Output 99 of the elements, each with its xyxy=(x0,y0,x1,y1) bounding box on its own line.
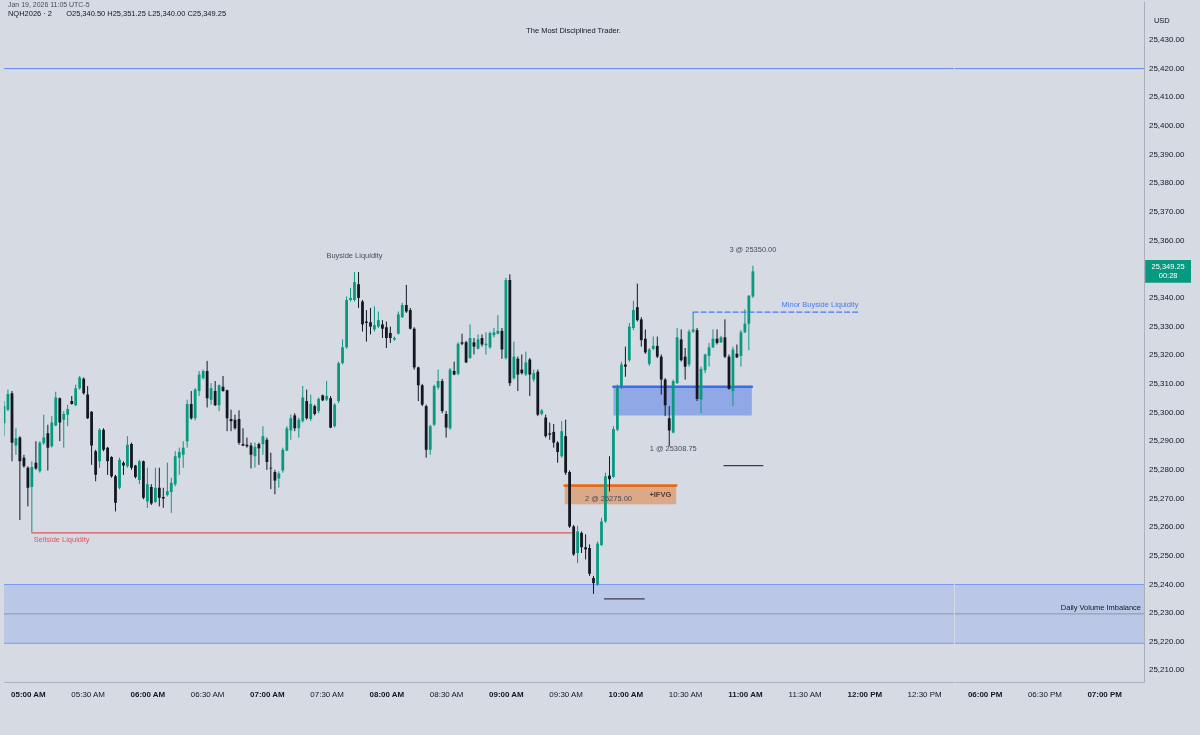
candlestick xyxy=(305,389,309,421)
x-tick-label: 07:30 AM xyxy=(310,690,344,700)
x-tick-label: 06:30 PM xyxy=(1027,690,1062,700)
y-tick-label: 25,290.00 xyxy=(1148,436,1185,446)
candlestick xyxy=(667,405,671,447)
candlestick xyxy=(74,384,78,407)
candlestick xyxy=(30,460,34,533)
candlestick xyxy=(145,467,149,509)
y-tick-label: 25,410.00 xyxy=(1148,92,1185,102)
x-tick-label: 11:00 AM xyxy=(728,690,763,700)
candlestick xyxy=(265,437,269,471)
y-tick-label: 25,280.00 xyxy=(1148,464,1185,474)
x-tick-label: 09:30 AM xyxy=(549,690,583,700)
x-tick-label: 12:00 PM xyxy=(847,690,883,700)
candlestick xyxy=(341,338,344,366)
candlestick xyxy=(94,449,98,482)
candlestick xyxy=(384,321,388,349)
y-tick-label: 25,230.00 xyxy=(1148,608,1185,618)
candlestick xyxy=(301,385,305,424)
x-tick-label: 05:30 AM xyxy=(71,690,105,700)
y-tick-label: 25,420.00 xyxy=(1148,63,1185,73)
candlestick xyxy=(416,366,420,402)
candlestick xyxy=(189,390,193,421)
x-tick-label: 10:30 AM xyxy=(668,690,703,700)
x-tick-label: 05:00 AM xyxy=(11,690,47,700)
candlestick xyxy=(516,356,520,392)
y-tick-label: 25,240.00 xyxy=(1148,579,1185,589)
candlestick xyxy=(420,383,424,407)
x-tick-label: 07:00 AM xyxy=(250,690,286,700)
candlestick xyxy=(26,465,30,507)
y-tick-label: 25,400.00 xyxy=(1148,120,1185,130)
x-tick-label: 11:30 AM xyxy=(788,690,822,700)
candlestick xyxy=(580,530,583,554)
candlestick xyxy=(576,525,579,564)
candlestick xyxy=(149,483,153,506)
x-tick-label: 08:00 AM xyxy=(369,690,405,700)
y-tick-label: 25,340.00 xyxy=(1148,292,1185,302)
x-tick-label: 10:00 AM xyxy=(608,690,644,700)
candlestick xyxy=(42,414,46,446)
x-tick-label: 06:00 PM xyxy=(967,690,1003,700)
y-tick-label: 25,300.00 xyxy=(1148,407,1185,417)
candlestick xyxy=(361,299,364,333)
candlestick xyxy=(444,410,448,439)
candlestick xyxy=(452,361,456,376)
y-tick-label: 25,310.00 xyxy=(1148,378,1185,388)
x-tick-label: 06:30 AM xyxy=(190,690,225,700)
candlestick xyxy=(524,351,528,377)
candlestick xyxy=(655,336,659,359)
candlestick xyxy=(257,442,261,466)
candlestick xyxy=(333,402,337,429)
candlestick xyxy=(157,467,161,507)
x-tick-label: 12:30 PM xyxy=(907,690,942,700)
y-tick-label: 25,380.00 xyxy=(1148,178,1185,188)
candlestick xyxy=(620,361,623,390)
candlestick xyxy=(66,404,70,427)
y-tick-label: 25,370.00 xyxy=(1148,206,1185,216)
y-tick-label: 25,320.00 xyxy=(1148,350,1185,360)
candlestick xyxy=(528,357,532,397)
x-tick-label: 06:00 AM xyxy=(130,690,166,700)
candlestick xyxy=(428,424,432,456)
candlestick xyxy=(691,311,695,334)
candlestick xyxy=(18,435,22,521)
candlestick xyxy=(608,455,611,492)
candlestick xyxy=(325,380,329,402)
candlestick xyxy=(213,380,217,407)
y-tick-label: 25,260.00 xyxy=(1148,522,1185,532)
y-tick-label: 25,330.00 xyxy=(1148,321,1185,331)
x-tick-label: 07:00 PM xyxy=(1087,690,1123,700)
candlestick xyxy=(520,353,524,376)
candlestick xyxy=(556,440,560,464)
candlestick xyxy=(161,487,165,509)
candlestick xyxy=(624,346,627,378)
candlestick xyxy=(62,410,66,449)
candlestick xyxy=(165,462,169,497)
candlestick xyxy=(181,440,185,469)
candlestick xyxy=(137,459,141,485)
y-tick-label: 25,250.00 xyxy=(1148,550,1185,560)
candlestick xyxy=(735,343,739,359)
y-tick-label: 25,360.00 xyxy=(1148,235,1185,245)
candlestick xyxy=(544,414,548,439)
candlestick xyxy=(659,353,663,396)
y-tick-label: 25,220.00 xyxy=(1148,636,1185,646)
candlestick xyxy=(126,435,129,469)
candlestick xyxy=(373,305,376,333)
x-tick-label: 09:00 AM xyxy=(489,690,525,700)
y-tick-label: 25,270.00 xyxy=(1148,493,1185,503)
candlestick xyxy=(460,333,464,346)
candlestick xyxy=(353,271,356,302)
candlestick xyxy=(552,423,556,449)
y-tick-label: 25,430.00 xyxy=(1148,34,1185,44)
candlestick xyxy=(34,440,38,471)
candlestick xyxy=(154,467,157,504)
x-tick-label: 08:30 AM xyxy=(429,690,464,700)
candlestick xyxy=(357,271,360,309)
y-tick-label: 25,210.00 xyxy=(1148,665,1185,675)
y-tick-label: 25,390.00 xyxy=(1148,149,1185,159)
candlestick xyxy=(309,394,313,422)
candlestick xyxy=(369,307,372,335)
candlestick xyxy=(46,424,50,472)
